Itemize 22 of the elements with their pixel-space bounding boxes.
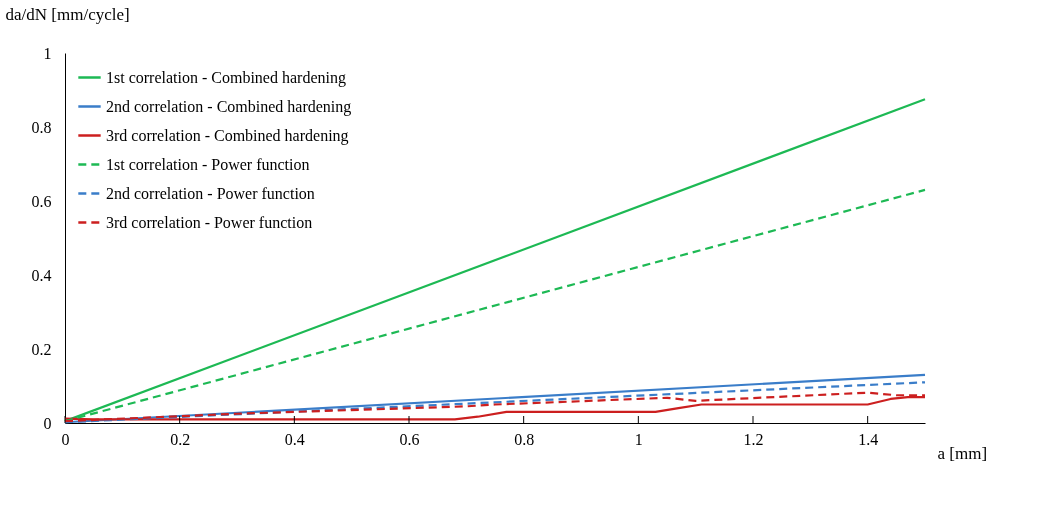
y-tick-label: 0.8 [31, 118, 52, 136]
x-tick-label: 0.4 [284, 430, 305, 448]
y-tick-label: 0.2 [31, 340, 52, 358]
y-tick-label: 0.4 [31, 266, 52, 284]
x-tick-label: 0 [61, 430, 70, 448]
x-axis-title: a [mm] [937, 443, 988, 463]
legend-label: 3rd correlation - Power function [106, 213, 313, 231]
y-tick-label: 0.6 [31, 192, 52, 210]
y-axis-title: da/dN [mm/cycle] [5, 4, 130, 24]
x-tick-label: 0.8 [514, 430, 535, 448]
legend-label: 1st correlation - Power function [106, 155, 310, 173]
x-tick-label: 1 [634, 430, 643, 448]
x-tick-label: 1.2 [743, 430, 764, 448]
y-tick-label: 1 [43, 44, 52, 62]
x-tick-label: 0.6 [399, 430, 420, 448]
x-tick-label: 1.4 [858, 430, 879, 448]
y-tick-label: 0 [43, 414, 52, 432]
x-tick-label: 0.2 [170, 430, 191, 448]
legend-label: 3rd correlation - Combined hardening [106, 126, 349, 145]
legend-label: 1st correlation - Combined hardening [106, 68, 346, 87]
legend-label: 2nd correlation - Power function [106, 184, 315, 202]
legend-label: 2nd correlation - Combined hardening [106, 97, 352, 116]
